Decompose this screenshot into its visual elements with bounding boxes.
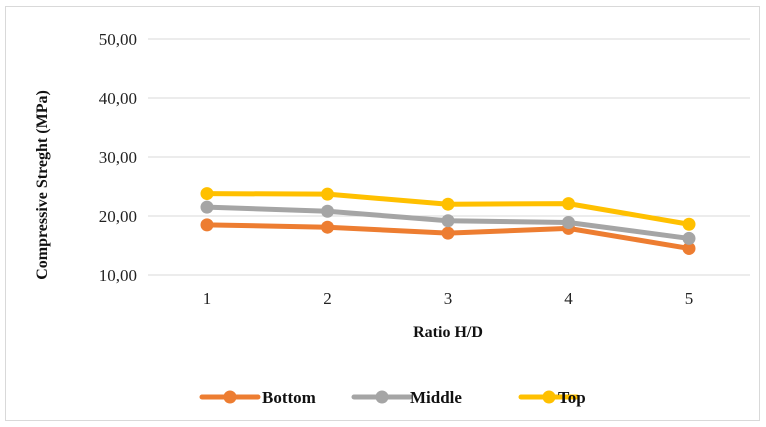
data-point	[562, 197, 575, 211]
legend-item-top: Top	[518, 388, 586, 407]
y-axis-title: Compressive Streght (MPa)	[34, 90, 51, 280]
x-tick-label: 3	[444, 289, 453, 308]
y-tick-label: 50,00	[99, 30, 137, 49]
legend-marker	[542, 390, 556, 404]
y-tick-label: 40,00	[99, 89, 137, 108]
legend-marker	[375, 390, 389, 404]
x-axis-title: Ratio H/D	[413, 324, 483, 341]
series-bottom	[200, 218, 696, 255]
x-tick-label: 2	[323, 289, 332, 308]
data-point	[441, 214, 455, 228]
x-tick-label: 4	[564, 289, 573, 308]
data-point	[321, 204, 334, 218]
series-lines	[200, 187, 696, 255]
data-point	[682, 241, 696, 255]
data-point	[200, 187, 214, 201]
data-point	[200, 218, 214, 232]
data-point	[321, 220, 334, 234]
legend-label: Top	[558, 388, 586, 407]
series-top	[200, 187, 696, 231]
data-point	[200, 200, 214, 214]
data-point	[682, 231, 696, 245]
y-tick-label: 30,00	[99, 148, 137, 167]
series-middle	[200, 200, 696, 245]
legend-label: Middle	[410, 388, 462, 407]
y-tick-labels: 10,00 20,00 30,00 40,00 50,00	[99, 30, 137, 285]
x-tick-label: 5	[685, 289, 694, 308]
gridlines	[148, 38, 750, 276]
y-tick-label: 20,00	[99, 207, 137, 226]
data-point	[441, 226, 455, 240]
data-point	[562, 215, 575, 229]
data-point	[441, 197, 455, 211]
data-point	[321, 187, 334, 201]
legend-item-bottom: Bottom	[199, 388, 316, 407]
legend-item-middle: Middle	[351, 388, 462, 407]
data-point	[682, 217, 696, 231]
y-tick-label: 10,00	[99, 266, 137, 285]
x-tick-label: 1	[203, 289, 212, 308]
legend: Bottom Middle Top	[199, 388, 586, 407]
legend-label: Bottom	[262, 388, 316, 407]
x-tick-labels: 1 2 3 4 5	[203, 289, 694, 308]
legend-marker	[223, 390, 237, 404]
